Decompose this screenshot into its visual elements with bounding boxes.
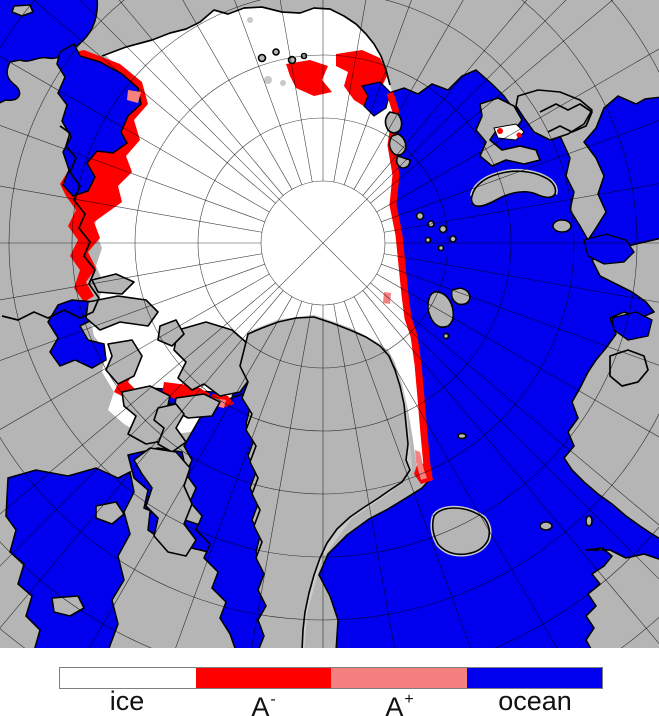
severnaya-zemlya (384, 111, 411, 169)
faroe-islands (539, 521, 553, 531)
legend-swatch-aplus (331, 668, 467, 688)
pechora-sea (583, 233, 635, 265)
white-sea (611, 311, 653, 341)
ice-loss-ob-east (516, 132, 522, 138)
hudson-bay-island (51, 595, 85, 617)
legend-label-ice-text: ice (109, 686, 145, 716)
ice-loss-main-edge (386, 91, 433, 476)
axel-heiberg-island (157, 319, 185, 347)
legend-bar (59, 667, 603, 689)
legend-swatch-ice (60, 668, 196, 688)
iceland (431, 507, 491, 556)
taymyr-peninsula (515, 89, 593, 141)
banks-island (105, 339, 143, 385)
graticule (0, 0, 659, 648)
legend-label-aplus: A+ (385, 688, 414, 716)
lake-outline (609, 349, 649, 387)
land-masses (11, 4, 659, 648)
novaya-zemlya (470, 170, 557, 207)
legend-swatch-ocean (466, 668, 602, 688)
legend-label-aminus-sup: - (270, 691, 276, 708)
vaygach-island (552, 219, 572, 233)
ice-loss-dot (307, 88, 313, 94)
wrangel-island (11, 4, 34, 17)
arctic-map-svg (0, 0, 659, 648)
bear-island (442, 332, 450, 340)
laptev-open-water (361, 81, 391, 117)
legend-label-aplus-sup: + (404, 691, 414, 708)
ice-loss-laptev-west (286, 60, 332, 96)
legend-label-ocean: ocean (498, 688, 572, 715)
shetland (585, 515, 593, 527)
missing-data-dots (247, 17, 286, 86)
prince-patrick-island (91, 273, 135, 295)
legend-label-aplus-base: A (385, 692, 404, 716)
arctic-map (0, 0, 659, 648)
jan-mayen (457, 432, 467, 440)
greenland (239, 316, 411, 648)
legend-label-aminus-base: A (251, 692, 270, 716)
melville-island (85, 295, 159, 331)
kola-scandinavia (563, 237, 659, 540)
ice-gain-barents-edge (383, 292, 391, 304)
baffin-island (133, 447, 197, 557)
ice-gain-chukchi (127, 90, 141, 103)
legend-swatch-aminus (195, 668, 331, 688)
british-isles (585, 547, 659, 648)
legend-label-ice: ice (110, 688, 145, 715)
alaska-coastline (1, 125, 100, 321)
ellesmere-island (173, 321, 253, 397)
legend-label-ocean-text: ocean (498, 686, 572, 716)
legend-label-aminus: A- (251, 688, 276, 716)
ice-loss-ob-west (497, 128, 503, 134)
legend: ice A- A+ ocean (0, 648, 659, 716)
southampton-island (95, 501, 125, 525)
